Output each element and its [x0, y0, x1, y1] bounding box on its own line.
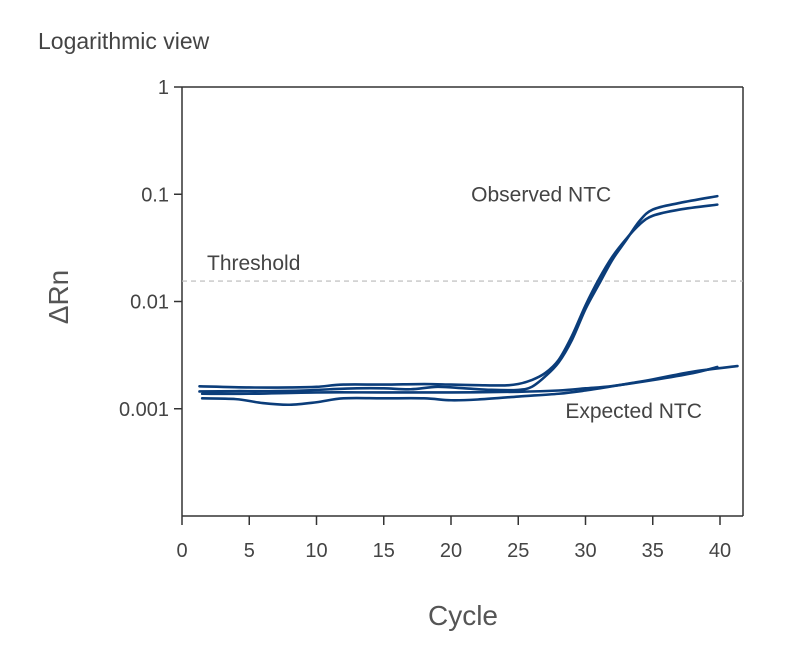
x-tick-label: 20 [440, 540, 462, 562]
annotations: Observed NTC Expected NTC [471, 183, 702, 423]
y-axis: 0.001 0.01 0.1 1 [119, 77, 182, 421]
page-title: Logarithmic view [38, 28, 210, 54]
observed-ntc-label: Observed NTC [471, 183, 611, 206]
y-tick-label: 1 [158, 77, 169, 99]
axis-labels: Cycle ΔRn [43, 270, 498, 631]
series-group [198, 194, 739, 407]
threshold-label: Threshold [207, 252, 300, 275]
x-tick-label: 5 [244, 540, 255, 562]
series-line-expected-4 [200, 365, 719, 396]
threshold-group: Threshold [182, 252, 743, 282]
x-axis-label: Cycle [428, 600, 498, 631]
y-tick-label: 0.001 [119, 399, 169, 421]
x-tick-label: 15 [373, 540, 395, 562]
expected-ntc-label: Expected NTC [565, 400, 702, 423]
x-tick-label: 10 [305, 540, 327, 562]
x-tick-label: 0 [176, 540, 187, 562]
x-tick-label: 35 [642, 540, 664, 562]
x-tick-label: 25 [507, 540, 529, 562]
y-axis-label: ΔRn [43, 270, 74, 325]
plot-frame [181, 86, 744, 517]
x-tick-label: 40 [709, 540, 731, 562]
y-tick-label: 0.1 [141, 184, 169, 206]
y-tick-label: 0.01 [130, 292, 169, 314]
series-line-observed-2 [198, 194, 719, 393]
x-axis: 0 5 10 15 20 25 30 35 40 [176, 516, 731, 562]
series-line-observed-1 [198, 203, 719, 389]
x-tick-label: 30 [574, 540, 596, 562]
